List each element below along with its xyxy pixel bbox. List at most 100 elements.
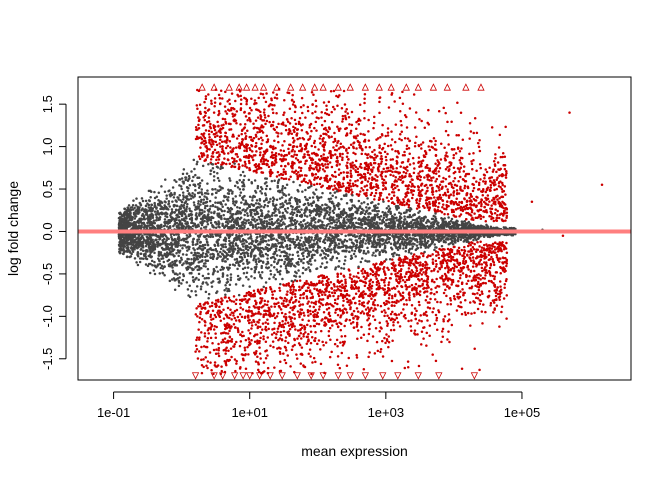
significant-point bbox=[364, 175, 367, 179]
significant-point bbox=[282, 325, 286, 329]
significant-point bbox=[453, 176, 457, 180]
significant-point bbox=[391, 296, 394, 300]
significant-point bbox=[466, 311, 470, 315]
significant-point bbox=[407, 267, 411, 270]
significant-point bbox=[303, 155, 306, 159]
non-significant-point bbox=[207, 296, 210, 300]
significant-point bbox=[279, 360, 282, 363]
significant-point bbox=[367, 118, 370, 122]
significant-point bbox=[469, 259, 473, 263]
significant-point bbox=[441, 330, 444, 333]
significant-point bbox=[422, 287, 425, 291]
significant-point bbox=[238, 145, 242, 148]
significant-point bbox=[289, 291, 292, 295]
significant-point bbox=[444, 288, 447, 292]
significant-point bbox=[458, 305, 462, 309]
significant-point bbox=[306, 109, 310, 113]
significant-point bbox=[366, 318, 369, 322]
significant-point bbox=[282, 113, 285, 117]
significant-point bbox=[498, 196, 501, 200]
significant-point bbox=[228, 98, 231, 102]
significant-point bbox=[297, 122, 301, 126]
significant-point bbox=[348, 303, 351, 307]
significant-point bbox=[503, 185, 507, 188]
significant-point bbox=[252, 318, 255, 322]
significant-point bbox=[484, 182, 487, 185]
significant-point bbox=[421, 188, 424, 192]
significant-point bbox=[241, 353, 245, 357]
significant-point bbox=[464, 207, 467, 211]
significant-point bbox=[320, 111, 323, 114]
significant-point bbox=[420, 319, 423, 323]
significant-point bbox=[469, 192, 472, 196]
non-significant-point bbox=[329, 191, 332, 195]
significant-point bbox=[195, 307, 198, 310]
significant-point bbox=[308, 290, 312, 294]
significant-point bbox=[240, 140, 244, 144]
significant-point bbox=[387, 281, 391, 284]
significant-point bbox=[403, 313, 407, 317]
significant-point bbox=[273, 289, 276, 293]
significant-point bbox=[317, 281, 321, 285]
significant-point bbox=[217, 93, 221, 97]
significant-point bbox=[264, 321, 267, 324]
significant-point bbox=[428, 197, 432, 200]
significant-point bbox=[354, 159, 358, 163]
significant-point bbox=[384, 155, 388, 159]
significant-point bbox=[344, 134, 348, 137]
significant-point bbox=[417, 191, 421, 195]
significant-point bbox=[434, 180, 437, 183]
significant-point bbox=[477, 276, 480, 280]
significant-point bbox=[272, 331, 276, 335]
significant-point bbox=[217, 300, 220, 303]
significant-point bbox=[322, 132, 325, 136]
non-significant-point bbox=[338, 259, 341, 263]
significant-point bbox=[214, 302, 218, 305]
significant-point bbox=[375, 185, 378, 189]
significant-point bbox=[220, 341, 223, 344]
significant-point bbox=[362, 304, 366, 308]
significant-point bbox=[480, 204, 483, 208]
significant-point bbox=[375, 179, 379, 182]
significant-point bbox=[219, 300, 223, 304]
significant-point bbox=[333, 319, 336, 323]
significant-point bbox=[206, 336, 210, 340]
significant-point bbox=[269, 344, 272, 347]
significant-point bbox=[250, 327, 253, 330]
significant-point bbox=[346, 161, 349, 164]
significant-point bbox=[235, 308, 239, 312]
significant-point bbox=[209, 326, 212, 330]
non-significant-point bbox=[459, 238, 463, 241]
significant-point bbox=[499, 271, 502, 275]
significant-point bbox=[329, 338, 332, 341]
significant-point bbox=[256, 312, 260, 315]
significant-point bbox=[286, 354, 289, 357]
significant-point bbox=[464, 259, 468, 263]
significant-point bbox=[378, 330, 381, 333]
significant-point bbox=[235, 122, 238, 125]
significant-point bbox=[457, 280, 460, 283]
significant-point bbox=[367, 355, 370, 359]
significant-point bbox=[208, 136, 211, 139]
significant-point bbox=[293, 338, 296, 342]
significant-point bbox=[282, 315, 286, 318]
significant-point bbox=[455, 252, 459, 255]
significant-point bbox=[472, 151, 475, 155]
significant-point bbox=[213, 148, 217, 152]
significant-point bbox=[328, 161, 332, 164]
significant-point bbox=[301, 123, 304, 126]
significant-point bbox=[356, 329, 360, 332]
significant-point bbox=[338, 154, 342, 158]
significant-point bbox=[383, 303, 387, 306]
significant-point bbox=[434, 199, 437, 202]
significant-point bbox=[355, 323, 359, 326]
significant-point bbox=[378, 321, 382, 325]
significant-point bbox=[301, 318, 304, 322]
significant-point bbox=[431, 261, 435, 264]
plot-area bbox=[78, 83, 631, 380]
significant-point bbox=[406, 360, 410, 363]
significant-point bbox=[356, 310, 360, 313]
significant-point bbox=[203, 110, 207, 114]
significant-point bbox=[495, 255, 499, 259]
significant-point bbox=[489, 179, 492, 183]
